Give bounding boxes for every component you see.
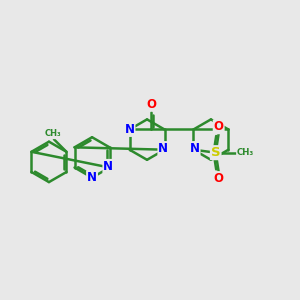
- Text: CH₃: CH₃: [237, 148, 254, 157]
- Text: N: N: [87, 171, 97, 184]
- Text: N: N: [103, 160, 113, 173]
- Text: N: N: [190, 142, 200, 155]
- Text: O: O: [214, 120, 224, 133]
- Text: O: O: [214, 172, 224, 185]
- Text: CH₃: CH₃: [44, 130, 61, 139]
- Text: N: N: [158, 142, 168, 155]
- Text: O: O: [146, 98, 156, 111]
- Text: S: S: [211, 146, 220, 159]
- Text: N: N: [124, 123, 134, 136]
